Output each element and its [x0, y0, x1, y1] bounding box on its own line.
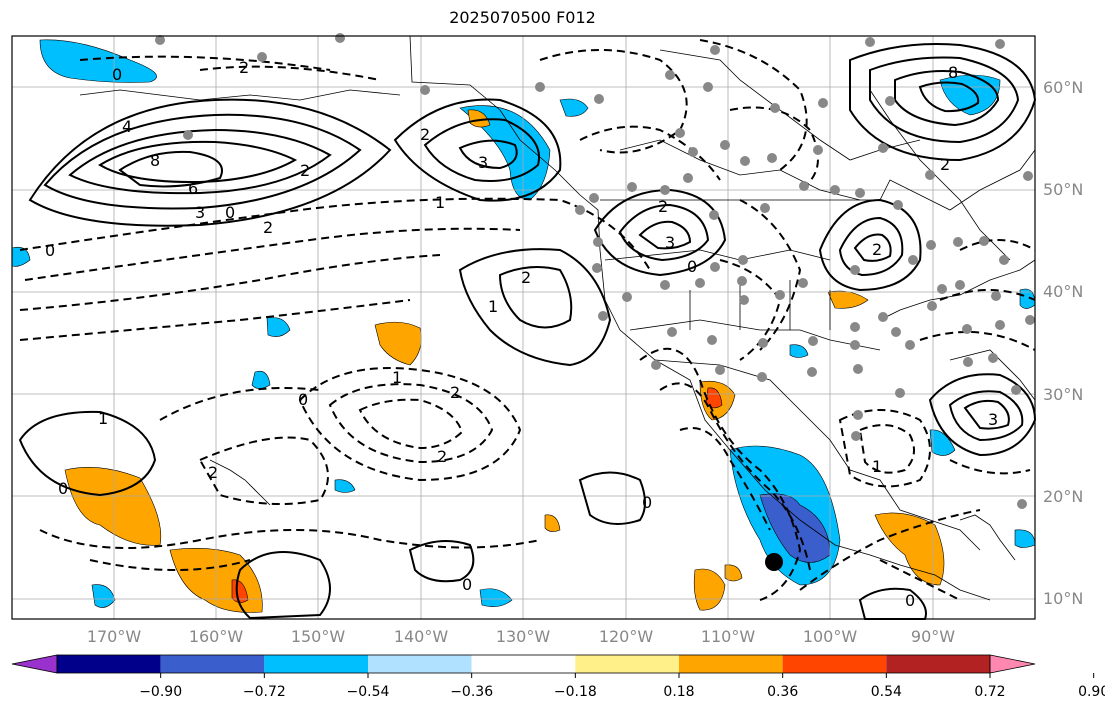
- contour-label: 2: [658, 197, 668, 216]
- contour-label: 8: [948, 63, 958, 82]
- contour-label: 0: [45, 241, 55, 260]
- colorbar-swatch: [264, 655, 368, 673]
- contour-label: 2: [263, 218, 273, 237]
- contour-label: 2: [300, 161, 310, 180]
- contour-label: 1: [435, 193, 445, 212]
- contour-label: 0: [112, 65, 122, 84]
- lon-label: 160°W: [189, 627, 244, 646]
- contour-label: 0: [642, 493, 652, 512]
- map-title: 2025070500 F012: [449, 8, 596, 27]
- lon-label: 140°W: [394, 627, 449, 646]
- contour-label: 2: [450, 383, 460, 402]
- colorbar-swatch: [471, 655, 576, 673]
- contour-label: 0: [298, 390, 308, 409]
- colorbar-swatch: [368, 655, 472, 673]
- lat-label: 50°N: [1043, 180, 1083, 199]
- colorbar-tick-label: −0.36: [450, 684, 493, 700]
- contour-label: 0: [225, 203, 235, 222]
- lon-label: 110°W: [701, 627, 756, 646]
- lon-label: 150°W: [291, 627, 346, 646]
- colorbar-swatch: [160, 655, 265, 673]
- contour-label: 1: [488, 297, 498, 316]
- contour-label: 0: [58, 479, 68, 498]
- contours-dashed: [19, 39, 1036, 601]
- colorbar-max-arrow: [989, 654, 1036, 674]
- lat-label: 60°N: [1043, 78, 1083, 97]
- lon-label: 170°W: [87, 627, 142, 646]
- location-marker: [765, 553, 783, 571]
- contour-labels: 0 2 4 8 6 3 0 2 3 2 1 1 2 0 2 3 2 0 1 2 …: [45, 58, 998, 610]
- longitude-labels: 170°W 160°W 150°W 140°W 130°W 120°W 110°…: [87, 627, 955, 646]
- lon-label: 130°W: [496, 627, 551, 646]
- contour-label: 6: [188, 179, 198, 198]
- latitude-labels: 60°N 50°N 40°N 30°N 20°N 10°N: [1043, 78, 1083, 608]
- colorbar-tick-label: −0.54: [347, 684, 390, 700]
- contour-label: 0: [905, 591, 915, 610]
- colorbar-tick-label: 0.36: [767, 684, 798, 700]
- contour-label: 3: [478, 153, 488, 172]
- contour-label: 1: [872, 457, 882, 476]
- lat-label: 20°N: [1043, 487, 1083, 506]
- contour-label: 2: [437, 447, 447, 466]
- colorbar-swatch: [679, 655, 783, 673]
- colorbar-swatch: [57, 655, 161, 673]
- colorbar-swatch: [575, 655, 679, 673]
- contour-label: 2: [208, 463, 218, 482]
- contour-label: 3: [988, 410, 998, 429]
- lat-label: 40°N: [1043, 282, 1083, 301]
- contour-label: 8: [150, 151, 160, 170]
- contour-label: 1: [392, 368, 402, 387]
- colorbar-tick-label: 0.90: [1078, 684, 1105, 700]
- colorbar-tick-label: 0.18: [663, 684, 694, 700]
- lat-label: 10°N: [1043, 589, 1083, 608]
- shaded-negative-areas: [11, 39, 1036, 608]
- contours-solid: [18, 43, 1037, 620]
- contour-label: 2: [872, 240, 882, 259]
- map-frame: [11, 35, 1036, 620]
- colorbar-tick-label: −0.90: [139, 684, 182, 700]
- colorbar-tick-label: −0.72: [243, 684, 286, 700]
- colorbar-swatch: [886, 655, 990, 673]
- contour-label: 2: [420, 125, 430, 144]
- contour-label: 3: [665, 233, 675, 252]
- contour-label: 0: [687, 257, 697, 276]
- contour-label: 3: [195, 203, 205, 222]
- colorbar-tick-label: 0.54: [871, 684, 902, 700]
- colorbar: −0.90 −0.72 −0.54 −0.36 −0.18 0.18 0.36 0.54 0.7…: [11, 654, 1105, 700]
- contour-label: 4: [122, 117, 132, 136]
- lat-label: 30°N: [1043, 385, 1083, 404]
- lon-label: 90°W: [911, 627, 955, 646]
- station-markers: [155, 33, 1035, 509]
- contour-label: 0: [462, 575, 472, 594]
- contour-label: 2: [521, 268, 531, 287]
- colorbar-swatch: [782, 655, 887, 673]
- contour-label: 2: [940, 155, 950, 174]
- colorbar-frame: [56, 654, 991, 674]
- colorbar-min-arrow: [11, 654, 58, 674]
- colorbar-tick-label: 0.72: [974, 684, 1005, 700]
- contour-label: 2: [239, 58, 249, 77]
- lon-label: 120°W: [599, 627, 654, 646]
- lon-label: 100°W: [803, 627, 858, 646]
- contour-label: 1: [98, 409, 108, 428]
- colorbar-tick-label: −0.18: [554, 684, 597, 700]
